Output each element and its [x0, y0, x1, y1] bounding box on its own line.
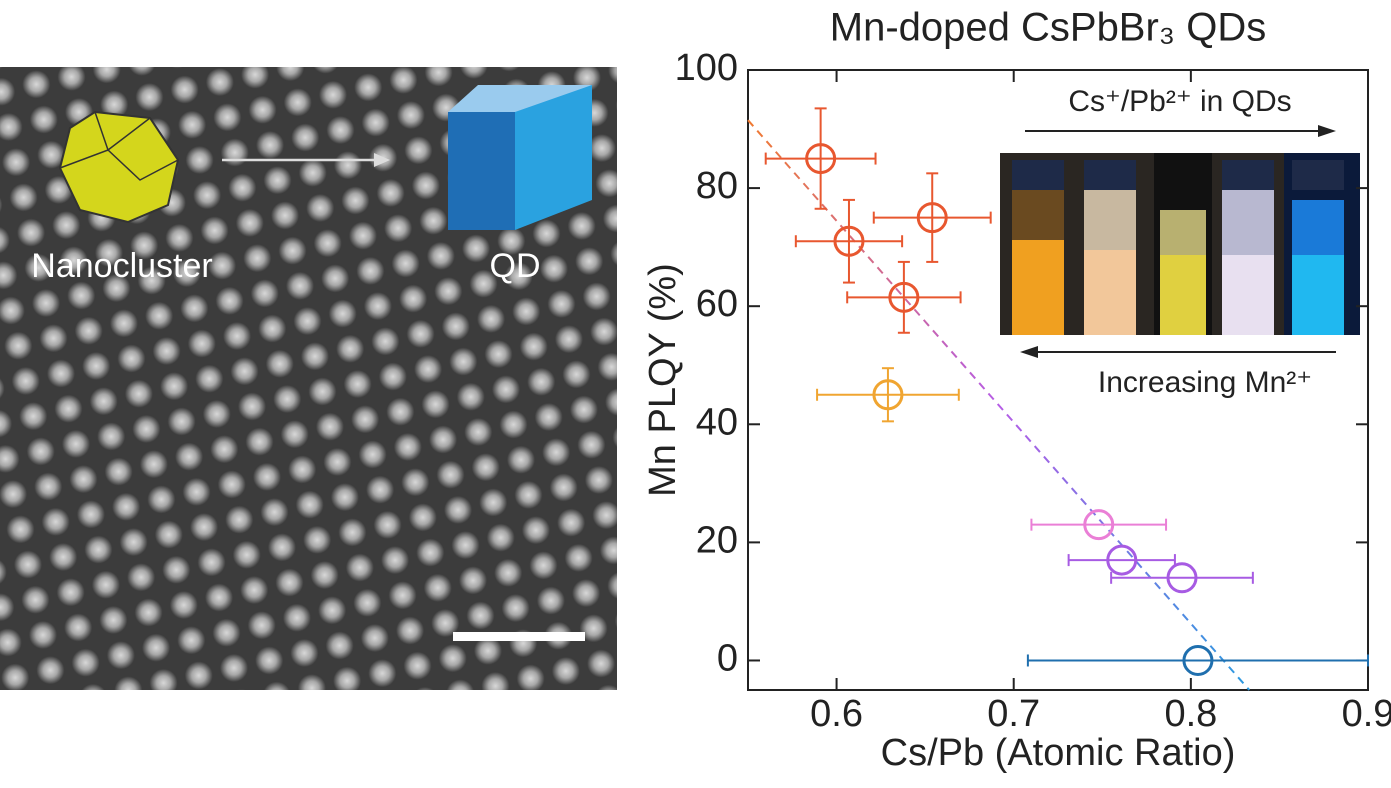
point: [916, 202, 948, 234]
vial-photo: [1000, 153, 1360, 335]
y-axis-label: Mn PLQY (%): [642, 263, 684, 497]
annotation: Increasing Mn²⁺: [1098, 366, 1312, 399]
chart-title: Mn-doped CsPbBr₃ QDs: [830, 6, 1266, 50]
icon-edge: [59, 149, 179, 181]
label: QD: [490, 247, 541, 285]
x-axis-label: Cs/Pb (Atomic Ratio): [881, 732, 1236, 774]
cube-front: [448, 112, 515, 230]
y-tick-label: 20: [696, 519, 738, 561]
y-tick-label: 0: [717, 638, 738, 680]
nanocluster-icon: [58, 110, 180, 224]
x-tick-label: 0.8: [1164, 693, 1217, 735]
y-tick-label: 80: [696, 165, 738, 207]
y-tick-label: 100: [675, 47, 738, 89]
point: [1166, 562, 1198, 594]
fit-line: [747, 119, 1251, 691]
arrow-head: [1318, 125, 1336, 137]
arrow-head: [1020, 346, 1038, 358]
x-tick-label: 0.6: [810, 693, 863, 735]
y-tick-label: 40: [696, 401, 738, 443]
point: [805, 143, 837, 175]
point: [872, 379, 904, 411]
cube-side: [515, 85, 592, 230]
arrow-head: [374, 153, 390, 167]
x-tick-label: 0.9: [1342, 693, 1391, 735]
scale-bar: [453, 632, 585, 641]
point: [1083, 509, 1115, 541]
y-tick-label: 60: [696, 283, 738, 325]
point: [1182, 644, 1214, 676]
x-tick-label: 0.7: [987, 693, 1040, 735]
annotation: Cs⁺/Pb²⁺ in QDs: [1068, 85, 1291, 118]
label: Nanocluster: [31, 247, 212, 285]
point: [888, 281, 920, 313]
plot-frame: [747, 69, 1369, 691]
point: [1106, 544, 1138, 576]
point: [833, 225, 865, 257]
